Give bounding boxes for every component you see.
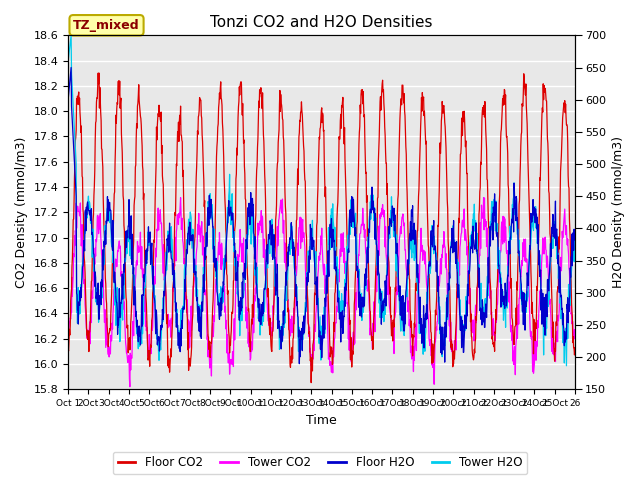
Floor H2O — [296, 361, 303, 367]
Tower H2O — [64, 58, 72, 64]
X-axis label: Time: Time — [306, 414, 337, 427]
Floor H2O — [332, 248, 339, 254]
Y-axis label: H2O Density (mmol/m3): H2O Density (mmol/m3) — [612, 136, 625, 288]
Floor H2O — [150, 294, 158, 300]
Floor CO2 — [285, 305, 292, 311]
Floor CO2 — [64, 345, 72, 350]
Tower H2O — [571, 231, 579, 237]
Tower CO2 — [332, 321, 339, 327]
Tower CO2 — [236, 241, 244, 247]
Tower CO2 — [64, 328, 72, 334]
Tower H2O — [150, 283, 158, 288]
Floor CO2 — [332, 289, 339, 295]
Floor CO2 — [571, 345, 579, 350]
Floor H2O — [236, 317, 243, 323]
Line: Floor CO2: Floor CO2 — [68, 73, 575, 383]
Line: Tower CO2: Tower CO2 — [68, 198, 575, 387]
Line: Tower H2O: Tower H2O — [68, 36, 575, 366]
Floor H2O — [342, 280, 349, 286]
Legend: Floor CO2, Tower CO2, Floor H2O, Tower H2O: Floor CO2, Tower CO2, Floor H2O, Tower H… — [113, 452, 527, 474]
Floor H2O — [64, 97, 72, 103]
Floor H2O — [132, 313, 140, 319]
Floor H2O — [285, 244, 292, 250]
Floor CO2 — [132, 162, 140, 168]
Tower CO2 — [177, 195, 184, 201]
Tower H2O — [563, 363, 570, 369]
Tower H2O — [236, 299, 243, 305]
Floor CO2 — [342, 186, 349, 192]
Floor CO2 — [95, 70, 103, 76]
Tower CO2 — [342, 280, 349, 286]
Title: Tonzi CO2 and H2O Densities: Tonzi CO2 and H2O Densities — [211, 15, 433, 30]
Tower H2O — [342, 288, 349, 294]
Line: Floor H2O: Floor H2O — [68, 68, 575, 364]
Tower H2O — [285, 257, 292, 263]
Floor H2O — [571, 237, 579, 243]
Tower H2O — [67, 33, 75, 38]
Text: TZ_mixed: TZ_mixed — [73, 19, 140, 32]
Tower CO2 — [285, 307, 292, 312]
Floor CO2 — [150, 237, 158, 243]
Floor CO2 — [236, 84, 243, 90]
Tower CO2 — [150, 285, 158, 290]
Tower H2O — [132, 309, 140, 314]
Floor CO2 — [307, 380, 315, 385]
Floor H2O — [67, 65, 75, 71]
Tower CO2 — [126, 384, 134, 390]
Tower CO2 — [571, 328, 579, 334]
Tower H2O — [331, 224, 339, 230]
Tower CO2 — [132, 272, 140, 277]
Y-axis label: CO2 Density (mmol/m3): CO2 Density (mmol/m3) — [15, 137, 28, 288]
